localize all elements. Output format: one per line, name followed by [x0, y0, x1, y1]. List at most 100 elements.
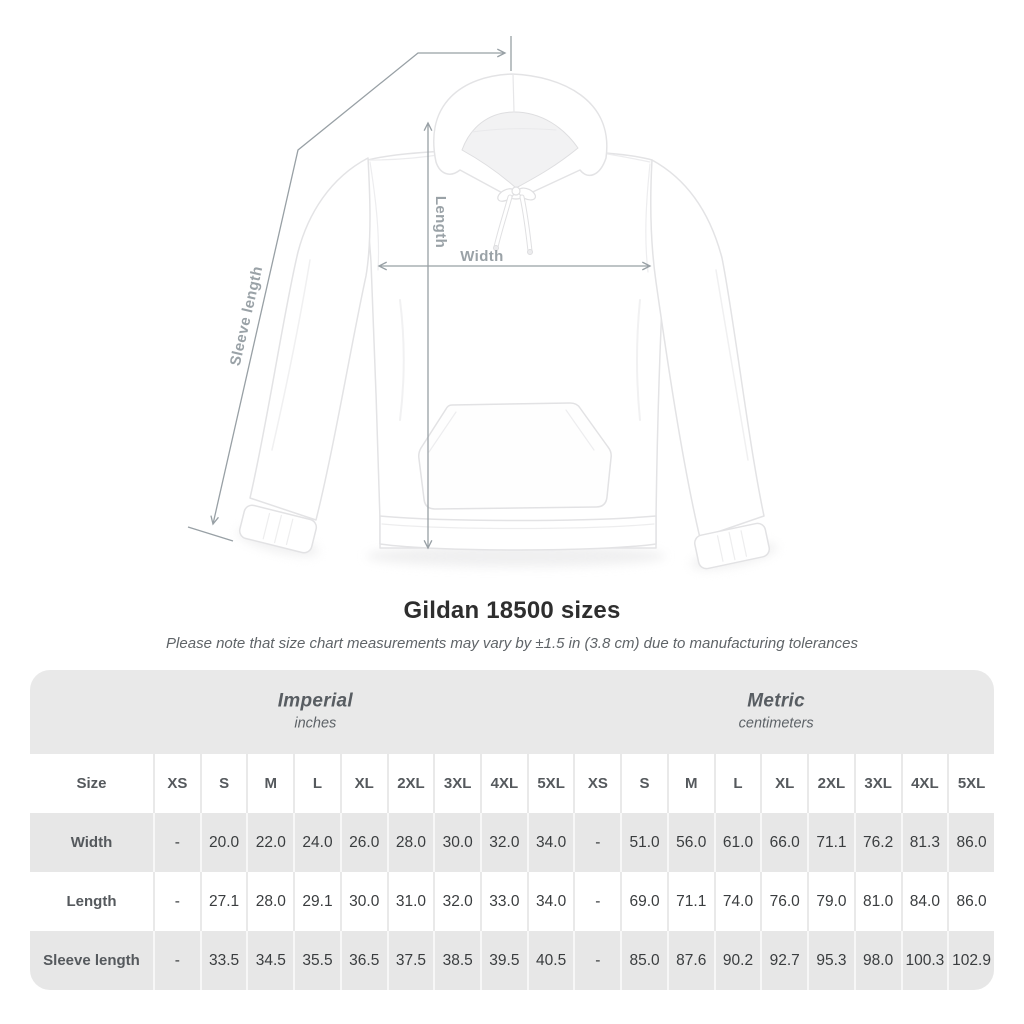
value-cell: 24.0: [293, 813, 340, 872]
length-label: Length: [432, 196, 449, 248]
size-table: Imperial inches Metric centimeters Size X…: [30, 670, 994, 990]
size-col-header: L: [713, 754, 761, 813]
value-cell: 86.0: [947, 872, 994, 931]
value-cell: 31.0: [386, 872, 434, 931]
imperial-header-unit: inches: [294, 715, 337, 732]
row-label: Length: [66, 893, 117, 910]
value-cell: 20.0: [199, 813, 247, 872]
size-col-header: 5XL: [947, 754, 994, 813]
hoodie-right-sleeve: [650, 159, 765, 539]
value-cell: -: [573, 872, 620, 931]
size-grid: Size XS S M L XL 2XL 3XL 4XL 5XL XS S M L XL 2XL 3XL 4XL 5…: [30, 754, 994, 990]
value-cell: -: [573, 931, 620, 990]
value-cell: 27.1: [199, 872, 247, 931]
value-cell: 30.0: [433, 813, 480, 872]
value-cell: 61.0: [713, 813, 761, 872]
value-cell: 56.0: [666, 813, 714, 872]
value-cell: -: [153, 813, 200, 872]
row-label: Sleeve length: [43, 952, 140, 969]
value-cell: 32.0: [433, 872, 480, 931]
size-col-header: 2XL: [807, 754, 854, 813]
imperial-header: Imperial inches: [278, 691, 353, 732]
width-label: Width: [460, 248, 504, 265]
hoodie-measurement-diagram: Sleeve length Length Width: [187, 36, 778, 570]
table-row: Length -27.1 28.0 29.1 30.0 31.0 32.0 33.0 34.0-…: [30, 872, 994, 931]
imperial-header-title: Imperial: [277, 690, 353, 712]
table-row: Sleeve length -33.5 34.5 35.5 36.5 37.5 38.5 39…: [30, 931, 994, 990]
value-cell: 33.0: [480, 872, 527, 931]
size-col-header: S: [620, 754, 667, 813]
value-cell: 29.1: [293, 872, 340, 931]
value-cell: 79.0: [807, 872, 854, 931]
size-col-header: 2XL: [386, 754, 434, 813]
value-cell: 102.9: [947, 931, 994, 990]
kangaroo-pocket: [418, 402, 612, 510]
value-cell: 35.5: [293, 931, 340, 990]
value-cell: 98.0: [853, 931, 901, 990]
value-cell: 39.5: [480, 931, 527, 990]
size-col-header: S: [199, 754, 247, 813]
value-cell: 40.5: [526, 931, 574, 990]
value-cell: 30.0: [339, 872, 387, 931]
value-cell: 76.2: [853, 813, 901, 872]
value-cell: 85.0: [620, 931, 667, 990]
value-cell: 95.3: [807, 931, 854, 990]
value-cell: 34.0: [526, 813, 574, 872]
value-cell: -: [153, 872, 200, 931]
value-cell: 28.0: [246, 872, 293, 931]
cuff-tick: [187, 526, 234, 542]
value-cell: -: [153, 931, 200, 990]
tolerance-note: Please note that size chart measurements…: [166, 635, 858, 652]
value-cell: 81.3: [900, 813, 948, 872]
value-cell: 26.0: [339, 813, 387, 872]
value-cell: 36.5: [339, 931, 387, 990]
value-cell: 66.0: [760, 813, 807, 872]
hem-band: [379, 515, 657, 551]
value-cell: 51.0: [620, 813, 667, 872]
size-col-header: XS: [153, 754, 200, 813]
metric-header: Metric centimeters: [739, 691, 814, 732]
value-cell: 92.7: [760, 931, 807, 990]
size-col-header: XS: [573, 754, 620, 813]
value-cell: 69.0: [620, 872, 667, 931]
value-cell: 100.3: [900, 931, 948, 990]
row-label: Width: [70, 834, 113, 851]
value-cell: 76.0: [760, 872, 807, 931]
metric-header-unit: centimeters: [738, 715, 814, 732]
value-cell: 22.0: [246, 813, 293, 872]
right-cuff: [693, 522, 771, 570]
table-row: Width -20.0 22.0 24.0 26.0 28.0 30.0 32.0 34.0-5…: [30, 813, 994, 872]
size-row-header: Size: [76, 775, 107, 792]
size-col-header: 5XL: [526, 754, 574, 813]
value-cell: 34.5: [246, 931, 293, 990]
size-col-header: XL: [339, 754, 387, 813]
value-cell: 38.5: [433, 931, 480, 990]
table-unit-header: Imperial inches Metric centimeters: [30, 670, 994, 754]
size-col-header: M: [666, 754, 714, 813]
hoodie-illustration: [238, 73, 771, 570]
page-title: Gildan 18500 sizes: [403, 597, 621, 624]
value-cell: 74.0: [713, 872, 761, 931]
value-cell: 71.1: [666, 872, 714, 931]
value-cell: 32.0: [480, 813, 527, 872]
value-cell: 90.2: [713, 931, 761, 990]
measurement-annotations: [187, 36, 652, 550]
value-cell: 33.5: [199, 931, 247, 990]
size-col-header: L: [293, 754, 340, 813]
size-col-header: 4XL: [480, 754, 527, 813]
value-cell: 71.1: [807, 813, 854, 872]
size-col-header: 4XL: [900, 754, 948, 813]
value-cell: 86.0: [947, 813, 994, 872]
size-col-header: 3XL: [853, 754, 901, 813]
value-cell: 81.0: [853, 872, 901, 931]
value-cell: 37.5: [386, 931, 434, 990]
hoodie-left-sleeve: [249, 157, 371, 521]
value-cell: 28.0: [386, 813, 434, 872]
value-cell: -: [573, 813, 620, 872]
metric-header-title: Metric: [747, 690, 806, 712]
value-cell: 34.0: [526, 872, 574, 931]
table-row: Size XS S M L XL 2XL 3XL 4XL 5XL XS S M L XL 2XL 3XL 4XL 5…: [30, 754, 994, 813]
size-col-header: XL: [760, 754, 807, 813]
value-cell: 84.0: [900, 872, 948, 931]
